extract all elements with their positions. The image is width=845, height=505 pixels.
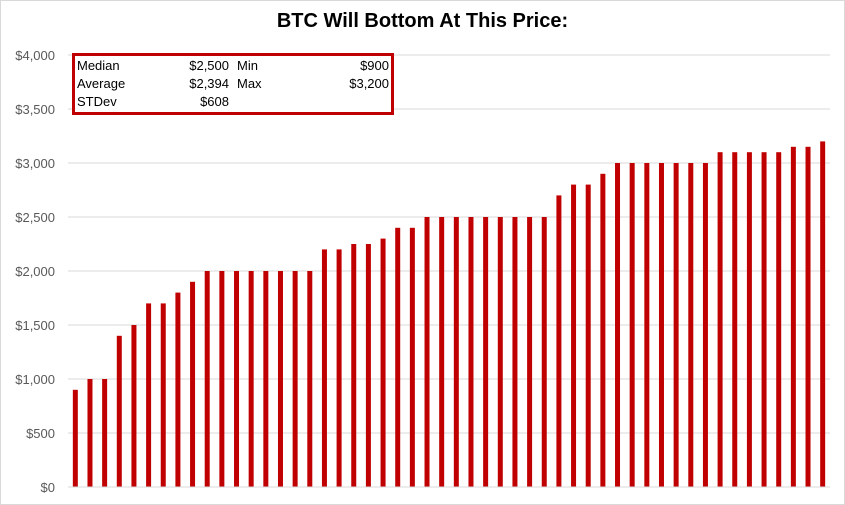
bar [321, 249, 327, 487]
stdev-label: STDev [77, 94, 117, 109]
bar [776, 152, 782, 487]
y-tick-label: $2,000 [15, 264, 55, 279]
bar [219, 271, 225, 487]
bar [365, 244, 371, 487]
bar [512, 217, 518, 487]
max-label: Max [237, 76, 262, 91]
y-tick-label: $1,500 [15, 318, 55, 333]
bar [658, 163, 664, 487]
bar [820, 141, 826, 487]
y-tick-label: $3,500 [15, 102, 55, 117]
bar [497, 217, 503, 487]
bar [146, 303, 152, 487]
bar [160, 303, 166, 487]
bar [336, 249, 342, 487]
y-tick-label: $0 [41, 480, 55, 495]
bar [761, 152, 767, 487]
bar [468, 217, 474, 487]
y-tick-label: $2,500 [15, 210, 55, 225]
bar [805, 146, 811, 488]
bar [644, 163, 650, 487]
y-axis-ticks: $0 $500 $1,000 $1,500 $2,000 $2,500 $3,000 $3,5… [15, 48, 55, 495]
bar [556, 195, 562, 487]
bar [790, 146, 796, 488]
stats-row-stdev: STDev $608 [75, 93, 391, 111]
bar [688, 163, 694, 487]
stats-row-average: Average $2,394 Max $3,200 [75, 75, 391, 93]
bar [248, 271, 254, 487]
bar [395, 227, 401, 488]
bar [732, 152, 738, 487]
bars [72, 141, 826, 488]
bar [746, 152, 752, 487]
bar [292, 271, 298, 487]
bar [72, 389, 78, 487]
bar [234, 271, 240, 487]
bar [277, 271, 283, 487]
y-tick-label: $4,000 [15, 48, 55, 63]
min-value: $900 [360, 58, 389, 73]
bar [439, 217, 445, 487]
stats-box: Median $2,500 Min $900 Average $2,394 Ma… [72, 53, 394, 115]
median-value: $2,500 [189, 58, 229, 73]
bar [190, 281, 196, 487]
bar [600, 173, 606, 488]
bar [453, 217, 459, 487]
bar [380, 238, 386, 487]
y-tick-label: $3,000 [15, 156, 55, 171]
bar [204, 271, 210, 487]
bar [717, 152, 723, 487]
bar [585, 184, 591, 487]
y-tick-label: $500 [26, 426, 55, 441]
stats-row-median: Median $2,500 Min $900 [75, 57, 391, 75]
max-value: $3,200 [349, 76, 389, 91]
bar [409, 227, 415, 488]
bar [541, 217, 547, 487]
bar [175, 292, 181, 487]
median-label: Median [77, 58, 120, 73]
y-tick-label: $1,000 [15, 372, 55, 387]
stdev-value: $608 [200, 94, 229, 109]
average-value: $2,394 [189, 76, 229, 91]
bar [116, 335, 122, 487]
bar [307, 271, 313, 487]
bar [483, 217, 489, 487]
bar [351, 244, 357, 487]
bar [424, 217, 430, 487]
min-label: Min [237, 58, 258, 73]
chart-title: BTC Will Bottom At This Price: [276, 10, 569, 32]
bar [102, 379, 108, 487]
bar [615, 163, 621, 487]
bar [527, 217, 533, 487]
bar [87, 379, 93, 487]
bar [263, 271, 269, 487]
bar [571, 184, 577, 487]
bar [131, 325, 137, 487]
bar [629, 163, 635, 487]
bar [673, 163, 679, 487]
bar [702, 163, 708, 487]
average-label: Average [77, 76, 126, 91]
